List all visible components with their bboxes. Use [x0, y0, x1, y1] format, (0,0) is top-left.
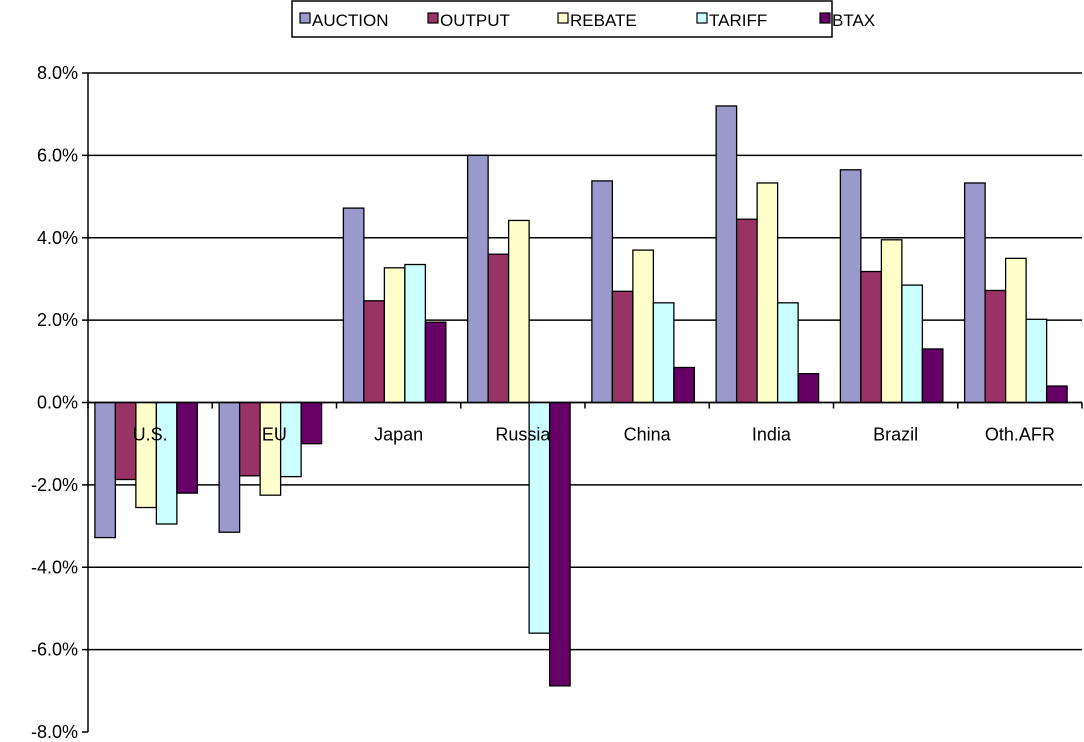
bar-tariff [776, 302, 799, 404]
bar-rebate [259, 401, 282, 496]
bar-btax [424, 321, 447, 404]
bar-auction [963, 182, 986, 404]
legend-swatch-tariff [696, 12, 708, 24]
category-label: India [752, 425, 792, 445]
bar-btax [300, 401, 323, 445]
bar-auction [715, 105, 738, 404]
bar-btax [176, 401, 199, 494]
y-tick-label: -4.0% [31, 557, 78, 577]
y-tick-label: -2.0% [31, 475, 78, 495]
bar-auction [591, 180, 614, 404]
bar-rebate [135, 401, 158, 509]
bar-tariff [155, 401, 178, 525]
legend-swatch-auction [299, 12, 311, 24]
bar-rebate [507, 219, 530, 404]
bar-tariff [901, 284, 924, 404]
bar-btax [548, 401, 571, 687]
bar-output [238, 401, 261, 477]
bar-rebate [383, 267, 406, 404]
legend-label: AUCTION [312, 11, 389, 30]
bar-output [860, 270, 883, 404]
legend-label: BTAX [832, 11, 875, 30]
y-tick-label: 8.0% [37, 63, 78, 83]
bar-auction [94, 401, 117, 539]
bar-output [363, 300, 386, 404]
bar-btax [673, 366, 696, 404]
bar-output [611, 290, 634, 404]
legend-label: REBATE [570, 11, 637, 30]
bar-btax [797, 373, 820, 404]
y-tick-label: -8.0% [31, 722, 78, 742]
bar-tariff [1025, 318, 1048, 404]
bar-output [735, 218, 758, 404]
category-label: U.S. [133, 425, 168, 445]
bar-rebate [880, 239, 903, 404]
legend-label: TARIFF [709, 11, 767, 30]
category-label: Japan [374, 425, 423, 445]
bar-rebate [632, 249, 655, 404]
bar-auction [466, 154, 489, 404]
y-tick-label: -6.0% [31, 640, 78, 660]
bar-auction [342, 207, 365, 404]
bar-rebate [1004, 257, 1027, 404]
category-label: Russia [495, 425, 551, 445]
bar-btax [1045, 385, 1068, 404]
bar-output [984, 289, 1007, 404]
bar-auction [839, 169, 862, 404]
y-tick-label: 6.0% [37, 145, 78, 165]
bar-rebate [756, 182, 779, 404]
category-label: Brazil [873, 425, 918, 445]
y-tick-label: 0.0% [37, 393, 78, 413]
category-label: Oth.AFR [985, 425, 1055, 445]
bar-tariff [404, 263, 427, 404]
legend-swatch-output [427, 12, 439, 24]
bar-btax [921, 348, 944, 404]
y-tick-label: 4.0% [37, 228, 78, 248]
bar-auction [218, 401, 241, 533]
legend-box [291, 0, 833, 38]
legend-swatch-rebate [557, 12, 569, 24]
legend-swatch-btax [819, 12, 831, 24]
bar-output [487, 253, 510, 404]
category-label: EU [262, 425, 287, 445]
bar-tariff [652, 302, 675, 404]
y-tick-label: 2.0% [37, 310, 78, 330]
legend-label: OUTPUT [440, 11, 510, 30]
category-label: China [624, 425, 672, 445]
